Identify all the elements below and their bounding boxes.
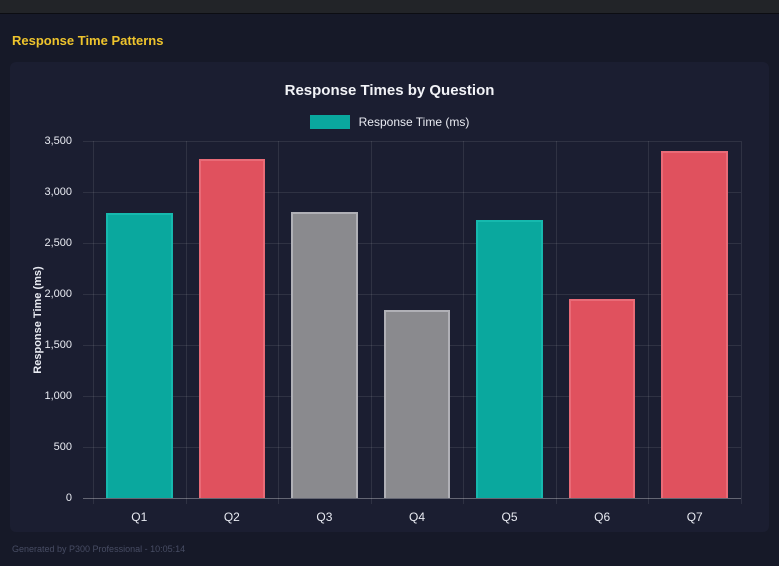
x-tick-label-q4: Q4 <box>408 510 426 524</box>
legend-label: Response Time (ms) <box>358 115 470 129</box>
bar-q7[interactable] <box>661 150 729 498</box>
gridline-y-0 <box>83 498 741 499</box>
plot-area <box>83 141 742 504</box>
gridline-y-3500 <box>83 141 741 142</box>
bar-q3[interactable] <box>291 211 358 498</box>
gridline-x-4 <box>463 141 465 504</box>
y-tick-label-3000: 3,000 <box>44 186 72 198</box>
gridline-x-5 <box>555 141 557 504</box>
page-title: Response Time Patterns <box>12 33 164 48</box>
y-axis-tick-labels: 0 500 1,000 1,500 2,000 2,500 3,000 3,500 <box>0 135 80 504</box>
y-tick-label-0: 0 <box>65 492 72 504</box>
y-tick-label-2000: 2,000 <box>44 288 72 300</box>
gridline-y-2000 <box>83 294 741 295</box>
gridline-x-6 <box>648 141 650 504</box>
x-tick-label-q2: Q2 <box>223 510 240 524</box>
bar-q6[interactable] <box>568 299 636 498</box>
bar-q1[interactable] <box>105 213 173 498</box>
footer-status-text: Generated by P300 Professional - 10:05:1… <box>12 544 186 554</box>
bar-q2[interactable] <box>198 159 266 498</box>
x-tick-label-q7: Q7 <box>686 510 703 524</box>
bar-q5[interactable] <box>476 220 543 498</box>
x-tick-label-q6: Q6 <box>594 510 611 524</box>
x-tick-label-q1: Q1 <box>131 510 148 524</box>
x-tick-label-q5: Q5 <box>501 510 518 524</box>
gridline-x-2 <box>278 141 280 504</box>
gridline-x-3 <box>370 141 372 504</box>
y-tick-label-1000: 1,000 <box>44 390 72 402</box>
x-tick-label-q3: Q3 <box>316 510 333 524</box>
y-tick-label-1500: 1,500 <box>44 339 72 351</box>
y-tick-label-500: 500 <box>53 441 72 453</box>
legend-swatch-icon <box>309 115 350 129</box>
y-tick-label-3500: 3,500 <box>44 135 72 147</box>
gridline-y-2500 <box>83 243 741 244</box>
bar-q4[interactable] <box>383 309 451 498</box>
legend-item-response-time[interactable]: Response Time (ms) <box>309 115 470 129</box>
y-tick-label-2500: 2,500 <box>44 237 72 249</box>
gridline-x-0 <box>93 141 94 504</box>
chart-legend: Response Time (ms) <box>10 114 769 130</box>
gridline-y-3000 <box>83 192 741 193</box>
chart-title: Response Times by Question <box>284 82 495 99</box>
x-axis-tick-labels: Q1 Q2 Q3 Q4 Q5 Q6 Q7 <box>93 510 741 526</box>
window-top-bar <box>0 0 779 14</box>
gridline-x-7 <box>741 141 742 504</box>
gridline-x-1 <box>185 141 187 504</box>
